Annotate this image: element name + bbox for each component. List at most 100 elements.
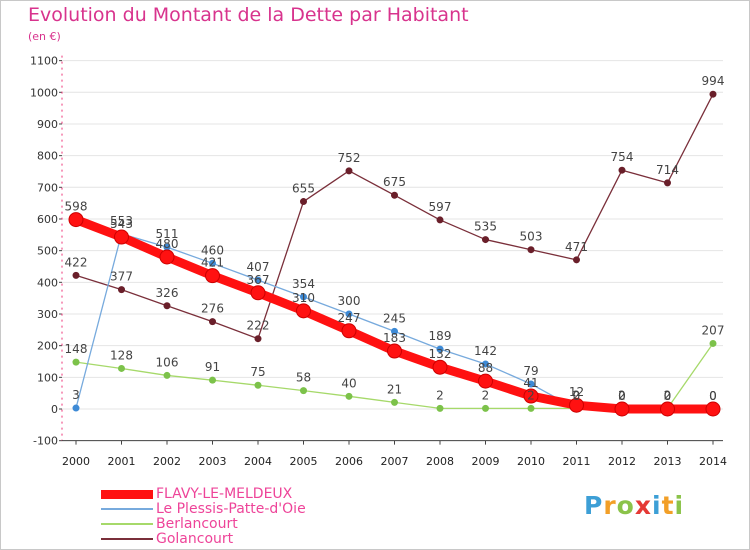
data-label: 471 <box>565 240 588 254</box>
data-label: 598 <box>65 200 88 214</box>
logo-letter: o <box>616 491 635 520</box>
data-point <box>72 271 80 279</box>
data-point <box>345 310 353 318</box>
data-label: 994 <box>702 74 725 88</box>
chart-unit: (en €) <box>28 30 61 43</box>
data-label: 189 <box>429 329 452 343</box>
data-label: 245 <box>383 311 406 325</box>
x-tick-label: 2009 <box>472 455 500 468</box>
data-label: 58 <box>296 371 311 385</box>
data-label: 421 <box>201 256 224 270</box>
data-point <box>660 401 675 417</box>
data-point <box>68 212 84 228</box>
data-point <box>114 229 129 245</box>
data-point <box>254 276 262 284</box>
y-tick-label: 200 <box>37 340 58 353</box>
data-point <box>391 327 398 335</box>
data-point <box>432 359 448 375</box>
y-tick-label: 500 <box>37 245 58 258</box>
data-point <box>163 371 171 379</box>
data-label: 0 <box>664 389 672 403</box>
data-point <box>709 339 717 347</box>
data-point <box>436 345 444 353</box>
y-tick-label: 800 <box>37 150 58 163</box>
data-label: 0 <box>664 389 672 403</box>
data-label: 367 <box>247 273 270 287</box>
data-point <box>614 401 630 417</box>
data-label: 503 <box>520 230 543 244</box>
data-label: 2 <box>573 388 581 402</box>
logo-letter: i <box>652 491 662 520</box>
data-label: 377 <box>110 270 133 284</box>
x-tick-label: 2006 <box>335 455 363 468</box>
data-label: 12 <box>569 385 584 399</box>
x-tick-label: 2010 <box>517 455 545 468</box>
data-label: 675 <box>383 175 406 189</box>
x-tick-label: 2003 <box>199 455 227 468</box>
data-label: 597 <box>429 200 452 214</box>
logo-letter: i <box>674 491 685 520</box>
data-point <box>523 388 539 404</box>
data-label: 553 <box>110 214 133 228</box>
data-label: 2 <box>527 388 535 402</box>
legend-label: FLAVY-LE-MELDEUX <box>156 486 293 502</box>
data-label: 88 <box>478 361 493 375</box>
data-point <box>300 387 307 395</box>
y-tick-label: 0 <box>51 403 58 416</box>
data-point <box>709 90 717 98</box>
x-tick-label: 2001 <box>108 455 136 468</box>
data-label: 460 <box>201 243 224 257</box>
data-label: 183 <box>383 331 406 345</box>
x-tick-label: 2004 <box>244 455 272 468</box>
data-label: 207 <box>702 323 725 337</box>
data-point <box>391 191 398 199</box>
data-label: 79 <box>523 364 538 378</box>
data-point <box>254 381 262 389</box>
data-label: 326 <box>156 286 179 300</box>
data-label: 2 <box>482 388 490 402</box>
y-tick-label: 1100 <box>30 55 58 68</box>
data-label: 754 <box>611 150 634 164</box>
data-point <box>118 364 125 372</box>
y-tick-label: 600 <box>37 213 58 226</box>
data-label: 752 <box>338 151 361 165</box>
data-label: 128 <box>110 348 133 362</box>
data-label: 142 <box>474 344 497 358</box>
x-tick-label: 2007 <box>381 455 409 468</box>
data-label: 655 <box>292 182 315 196</box>
data-label: 300 <box>338 294 361 308</box>
data-point <box>163 243 171 251</box>
data-point <box>664 179 671 187</box>
data-point <box>387 343 402 359</box>
data-label: 132 <box>429 347 452 361</box>
data-label: 40 <box>341 376 356 390</box>
data-point <box>527 404 535 412</box>
y-tick-label: 700 <box>37 181 58 194</box>
logo-letter: P <box>584 491 604 520</box>
logo-letter: x <box>634 491 652 520</box>
data-point <box>482 360 489 368</box>
data-point <box>250 285 266 301</box>
data-label: 21 <box>387 382 402 396</box>
data-point <box>345 167 353 175</box>
data-label: 354 <box>292 277 315 291</box>
data-point <box>209 259 216 267</box>
data-point <box>527 380 535 388</box>
data-label: 222 <box>247 319 270 333</box>
x-tick-label: 2011 <box>563 455 591 468</box>
data-point <box>163 302 171 310</box>
legend-swatch <box>101 538 153 540</box>
data-point <box>618 166 626 174</box>
series-0 <box>68 212 721 417</box>
data-point <box>345 392 353 400</box>
data-label: 407 <box>247 260 270 274</box>
proxiti-logo: Proxiti <box>584 491 684 520</box>
data-label: 0 <box>709 389 717 403</box>
y-tick-label: -100 <box>33 435 58 448</box>
data-label: 535 <box>474 220 497 234</box>
data-label: 3 <box>72 388 80 402</box>
x-tick-label: 2002 <box>153 455 181 468</box>
data-label: 106 <box>156 355 179 369</box>
